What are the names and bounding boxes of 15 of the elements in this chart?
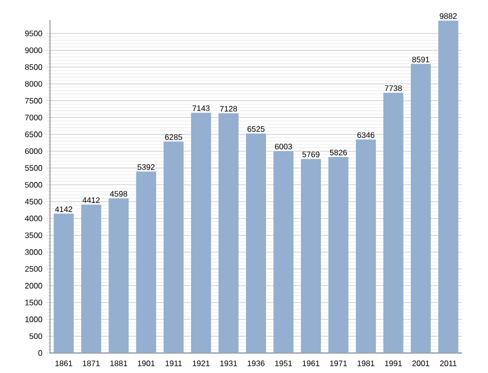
bar <box>81 204 102 353</box>
bar <box>383 92 404 353</box>
bar <box>246 134 266 353</box>
bar <box>191 112 212 353</box>
bar <box>218 113 239 353</box>
bar <box>54 214 74 353</box>
bar <box>328 157 348 353</box>
bar <box>164 142 184 353</box>
bar <box>300 158 321 353</box>
bar <box>136 172 156 353</box>
bar <box>410 64 431 353</box>
bar <box>356 140 376 353</box>
bar <box>108 198 129 353</box>
bar <box>438 20 458 353</box>
bar <box>273 151 294 353</box>
